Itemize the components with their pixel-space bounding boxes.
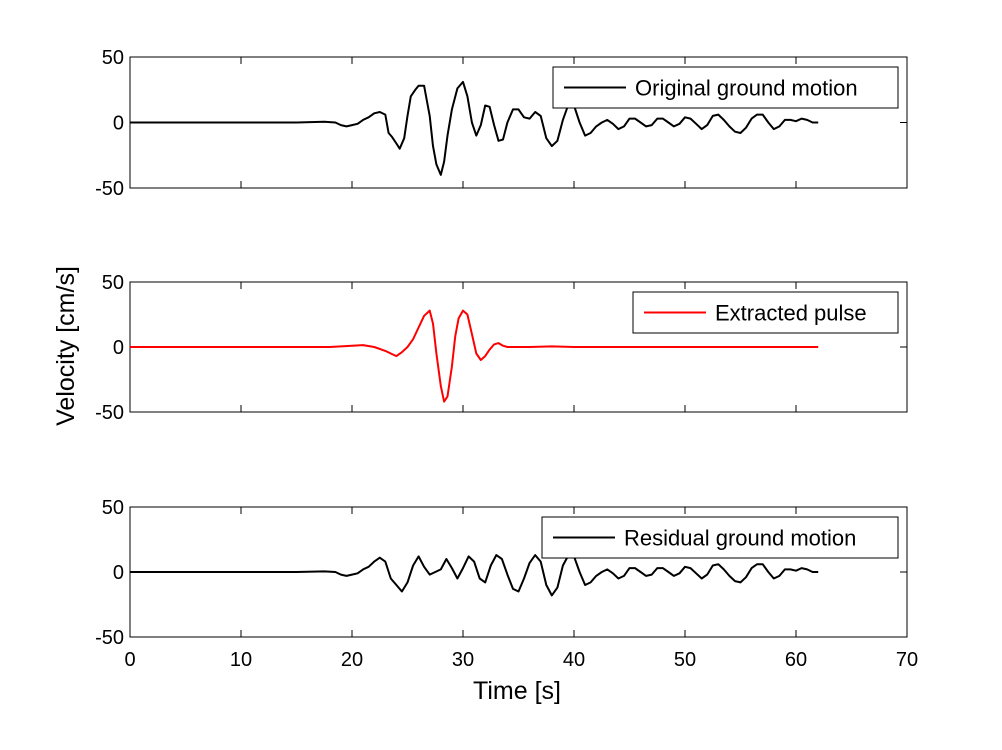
legend-label: Extracted pulse	[715, 301, 867, 326]
x-tick-label: 50	[674, 649, 696, 671]
legend: Extracted pulse	[632, 291, 899, 334]
x-tick-label: 0	[124, 649, 135, 671]
y-tick-label: -50	[95, 402, 124, 424]
y-tick-label: 0	[113, 113, 124, 135]
y-axis-label: Velocity [cm/s]	[52, 266, 80, 426]
y-tick-label: 0	[113, 337, 124, 359]
series-line-1	[130, 554, 819, 597]
series-line-1	[130, 80, 819, 176]
series-line-1	[130, 309, 819, 403]
x-tick-label: 30	[452, 649, 474, 671]
subplot-2: 50 0 -50 Extracted pulse	[95, 272, 908, 424]
subplot-1: 50 0 -50 Original ground motion	[95, 47, 908, 200]
legend-box	[552, 66, 899, 109]
y-tick-label: 50	[102, 272, 124, 294]
legend: Residual ground motion	[541, 516, 899, 559]
legend-label: Residual ground motion	[624, 526, 856, 551]
legend-label: Original ground motion	[635, 76, 858, 101]
y-tick-label: 0	[113, 562, 124, 584]
x-axis-label: Time [s]	[473, 677, 561, 705]
x-tick-label: 40	[563, 649, 585, 671]
x-tick-labels: 0 10 20 30 40 50 60 70	[124, 649, 918, 671]
x-tick-label: 60	[785, 649, 807, 671]
y-tick-label: -50	[95, 627, 124, 649]
x-tick-label: 20	[341, 649, 363, 671]
y-tick-label: -50	[95, 178, 124, 200]
subplots: 50 0 -50 Original ground motion 50 0 -50 Extrac…	[95, 47, 908, 649]
y-tick-label: 50	[102, 497, 124, 519]
subplot-3: 50 0 -50 Residual ground motion	[95, 497, 908, 649]
x-tick-label: 70	[896, 649, 918, 671]
legend: Original ground motion	[552, 66, 899, 109]
y-tick-label: 50	[102, 47, 124, 69]
x-tick-label: 10	[230, 649, 252, 671]
